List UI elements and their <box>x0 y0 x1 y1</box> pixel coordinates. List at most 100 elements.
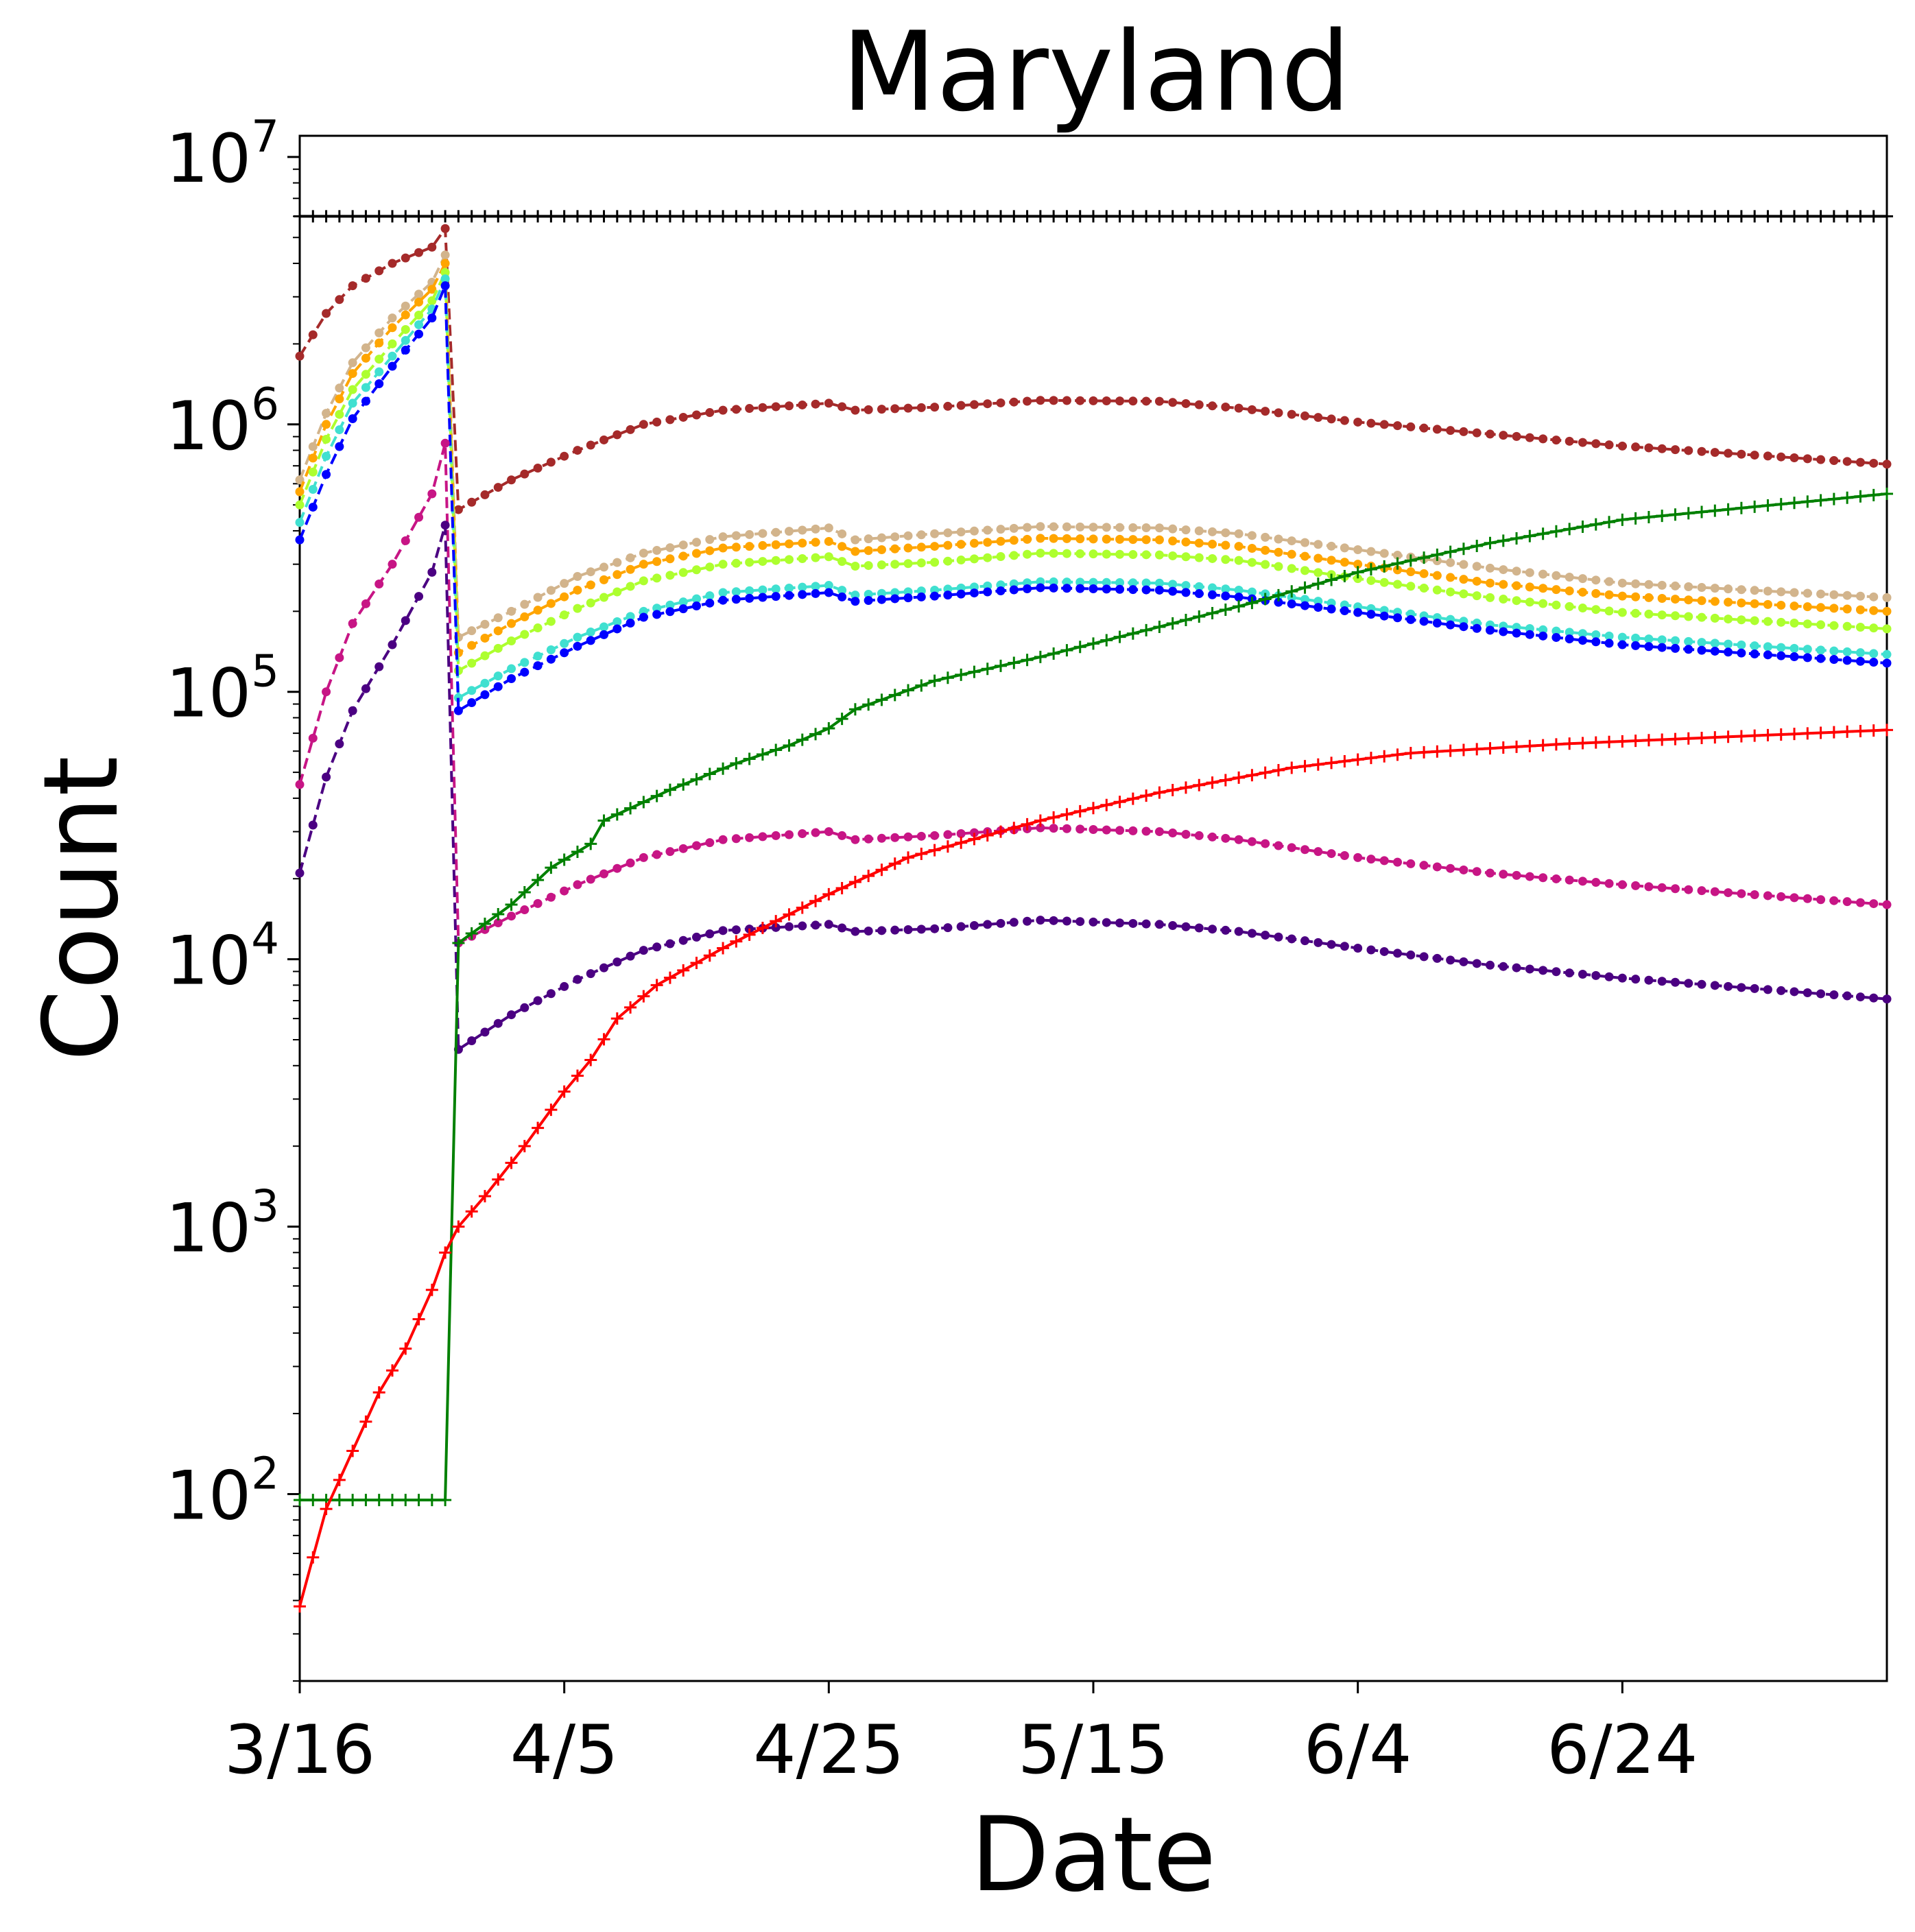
data-point <box>652 417 662 427</box>
data-point <box>1776 452 1786 462</box>
data-point <box>1208 527 1217 536</box>
data-point <box>401 310 410 320</box>
data-point <box>1684 612 1693 621</box>
data-point <box>546 654 556 664</box>
data-point <box>1219 210 1232 223</box>
data-point <box>295 518 305 527</box>
data-point <box>1166 210 1179 223</box>
data-point <box>1604 972 1614 981</box>
data-point <box>888 857 901 870</box>
series-8 <box>295 438 1892 948</box>
data-point <box>1340 606 1349 616</box>
series-11 <box>294 724 1893 1613</box>
data-point <box>758 585 768 595</box>
data-point <box>520 658 530 667</box>
data-point <box>1115 534 1125 544</box>
data-point <box>1472 591 1482 601</box>
data-point <box>1351 210 1364 223</box>
data-point <box>1881 210 1893 223</box>
data-point <box>1181 552 1191 562</box>
data-point <box>1036 522 1045 532</box>
data-point <box>1179 613 1192 626</box>
data-point <box>1696 505 1709 518</box>
data-point <box>903 832 913 842</box>
data-point <box>1722 503 1735 516</box>
data-point <box>1049 583 1058 593</box>
data-point <box>652 557 662 567</box>
data-point <box>533 661 543 671</box>
data-point <box>837 402 847 412</box>
data-point <box>1274 597 1283 607</box>
data-point <box>1549 525 1562 538</box>
data-point <box>771 527 781 537</box>
data-point <box>1023 916 1032 926</box>
data-point <box>745 542 754 551</box>
data-point <box>1472 623 1482 633</box>
data-point <box>1221 540 1230 550</box>
data-point <box>1247 587 1257 597</box>
data-point <box>361 684 370 693</box>
data-point <box>1221 591 1230 601</box>
data-point <box>771 592 781 601</box>
data-point <box>1102 549 1111 559</box>
data-point <box>335 383 344 393</box>
data-point <box>1803 988 1812 997</box>
data-point <box>1578 587 1587 597</box>
data-point <box>1525 568 1534 577</box>
data-point <box>1208 583 1217 593</box>
data-point <box>453 505 463 514</box>
data-point <box>1565 875 1574 885</box>
data-point <box>533 996 543 1005</box>
data-point <box>1459 957 1468 966</box>
y-tick-label: 107 <box>166 112 279 198</box>
data-point <box>1259 210 1272 223</box>
data-point <box>492 908 505 921</box>
data-point <box>545 210 558 223</box>
data-point <box>1036 823 1045 833</box>
data-point <box>1168 536 1178 546</box>
data-point <box>1313 413 1323 422</box>
data-point <box>1379 577 1389 587</box>
data-point <box>916 530 926 540</box>
data-point <box>1181 588 1191 597</box>
data-point <box>851 927 860 936</box>
data-point <box>1842 897 1852 907</box>
data-point <box>1261 560 1270 569</box>
data-point <box>1855 656 1865 666</box>
data-point <box>877 833 886 843</box>
data-point <box>560 451 569 461</box>
data-point <box>399 210 412 223</box>
data-point <box>545 1104 558 1117</box>
data-point <box>1855 605 1865 615</box>
data-point <box>690 957 703 970</box>
data-point <box>1419 861 1429 870</box>
data-point <box>295 868 305 878</box>
data-point <box>1393 857 1403 867</box>
data-point <box>1565 601 1574 611</box>
data-point <box>1089 534 1098 544</box>
x-axis-label: Date <box>971 1796 1217 1915</box>
data-point <box>1829 604 1839 613</box>
data-point <box>1763 642 1772 652</box>
data-point <box>784 401 794 411</box>
data-point <box>955 836 968 849</box>
data-point <box>584 1053 597 1066</box>
data-point <box>532 1121 545 1134</box>
data-point <box>399 1342 412 1355</box>
data-point <box>1128 578 1138 588</box>
data-point <box>372 1386 385 1399</box>
data-point <box>1366 945 1376 955</box>
data-point <box>1735 730 1748 743</box>
data-point <box>307 1494 320 1507</box>
data-point <box>1194 553 1204 562</box>
data-point <box>888 689 901 702</box>
data-point <box>784 527 794 536</box>
data-point <box>1036 916 1045 925</box>
data-point <box>546 586 556 595</box>
data-point <box>1234 835 1244 844</box>
data-point <box>983 920 992 929</box>
data-point <box>1814 494 1827 507</box>
data-point <box>996 525 1006 534</box>
y-tick-exponent: 5 <box>251 647 279 697</box>
data-point <box>612 957 622 967</box>
